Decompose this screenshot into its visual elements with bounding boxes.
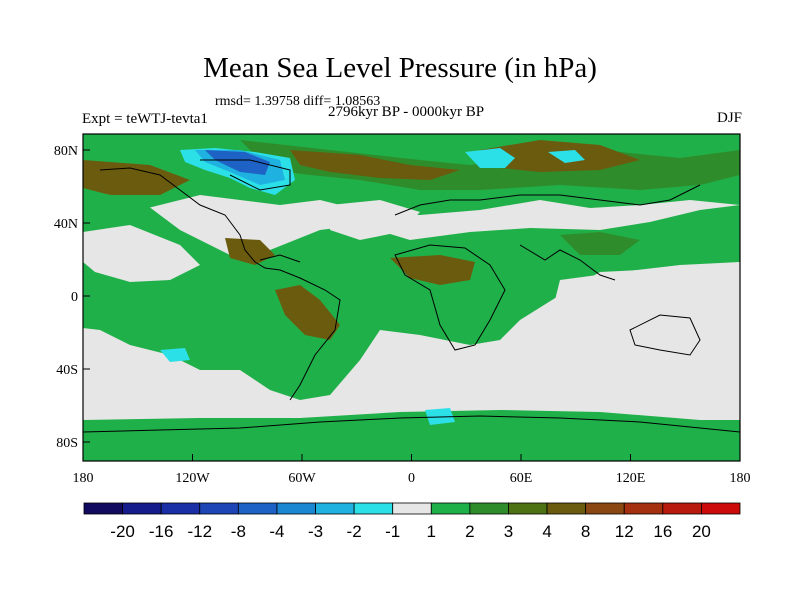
x-tick-label: 0 — [408, 471, 415, 486]
field-siberia-low — [548, 150, 585, 163]
x-tick-label: 180 — [730, 471, 751, 486]
colorbar-swatch — [701, 502, 741, 515]
field-caribbean-high — [225, 238, 275, 265]
x-tick-label: 60E — [510, 471, 533, 486]
colorbar-swatch — [199, 502, 239, 515]
colorbar-label: 20 — [692, 522, 711, 541]
experiment-label: Expt = teWTJ-tevta1 — [82, 111, 208, 127]
field-alaska-high — [83, 160, 190, 195]
field-africa-high — [390, 255, 475, 285]
x-tick-label: 180 — [73, 471, 94, 486]
colorbar-swatch — [662, 502, 702, 515]
colorbar-swatch — [353, 502, 394, 515]
colorbar-swatch — [160, 502, 201, 515]
coast-greenland — [200, 159, 291, 191]
y-tick-label: 0 — [71, 290, 78, 305]
y-tick-label: 80S — [56, 436, 78, 451]
coast-caribbean — [259, 254, 301, 263]
x-tick-label: 120E — [616, 471, 646, 486]
colorbar-label: -2 — [347, 522, 362, 541]
colorbar-label: -8 — [231, 522, 246, 541]
x-axis: 180 120W 60W 0 60E 120E 180 — [73, 454, 751, 486]
field-arctic-high — [290, 150, 460, 180]
colorbar-swatch — [623, 502, 664, 515]
colorbar-label: 4 — [542, 522, 551, 541]
colorbar-label: -3 — [308, 522, 323, 541]
season-label: DJF — [716, 110, 742, 126]
colorbar-swatch — [392, 502, 432, 515]
y-tick-label: 40N — [54, 217, 78, 232]
y-tick-label: 80N — [54, 144, 78, 159]
field-south-america-high — [275, 285, 340, 340]
y-axis: 80N 40N 0 40S 80S — [54, 144, 90, 451]
colorbar-label: -20 — [110, 522, 135, 541]
colorbar-swatch — [83, 502, 123, 515]
field-barents-low — [465, 148, 515, 168]
colorbar-swatch — [276, 502, 316, 515]
colorbar-swatch — [315, 502, 355, 515]
coast-south-asia — [519, 244, 616, 281]
coast-americas — [99, 167, 341, 401]
colorbar-swatch — [469, 502, 509, 515]
stats-text: rmsd= 1.39758 diff= 1.08563 — [215, 94, 381, 109]
colorbar-label: -12 — [187, 522, 212, 541]
field-indian-gray — [555, 262, 740, 385]
colorbar-label: 2 — [465, 522, 474, 541]
coast-australia — [629, 314, 701, 356]
colorbar: -20 -16 -12 -8 -4 -3 -2 -1 1 2 3 4 8 12 16 20 — [83, 502, 741, 541]
field-greenland-low-core — [205, 150, 270, 175]
colorbar-swatch — [237, 502, 278, 515]
colorbar-swatch — [546, 502, 587, 515]
chart-title: Mean Sea Level Pressure (in hPa) — [203, 52, 597, 84]
field-atlantic-gray — [330, 200, 420, 240]
colorbar-label: 1 — [427, 522, 436, 541]
x-tick-label: 60W — [288, 471, 316, 486]
coast-eurasia — [394, 184, 701, 216]
colorbar-label: 8 — [581, 522, 590, 541]
colorbar-label: -1 — [385, 522, 400, 541]
coast-africa — [394, 244, 506, 351]
coastlines — [83, 159, 740, 433]
period-label: 2796kyr BP - 0000kyr BP — [327, 104, 485, 120]
y-tick-label: 40S — [56, 363, 78, 378]
field-antarctic-band — [83, 410, 740, 461]
field-asia-high — [560, 232, 640, 255]
colorbar-swatch — [122, 502, 162, 515]
map-field — [83, 134, 740, 461]
x-tick-label: 120W — [175, 471, 210, 486]
coast-antarctica — [83, 415, 740, 433]
colorbar-swatch — [585, 502, 625, 515]
field-pacific-gray — [83, 225, 200, 282]
colorbar-swatch — [508, 502, 548, 515]
field-southern-gray — [83, 350, 740, 420]
colorbar-label: -16 — [149, 522, 174, 541]
colorbar-label: 16 — [653, 522, 672, 541]
colorbar-label: 12 — [615, 522, 634, 541]
colorbar-label: 3 — [504, 522, 513, 541]
colorbar-label: -4 — [269, 522, 284, 541]
field-south-pacific-low — [160, 348, 190, 362]
colorbar-swatch — [430, 502, 471, 515]
